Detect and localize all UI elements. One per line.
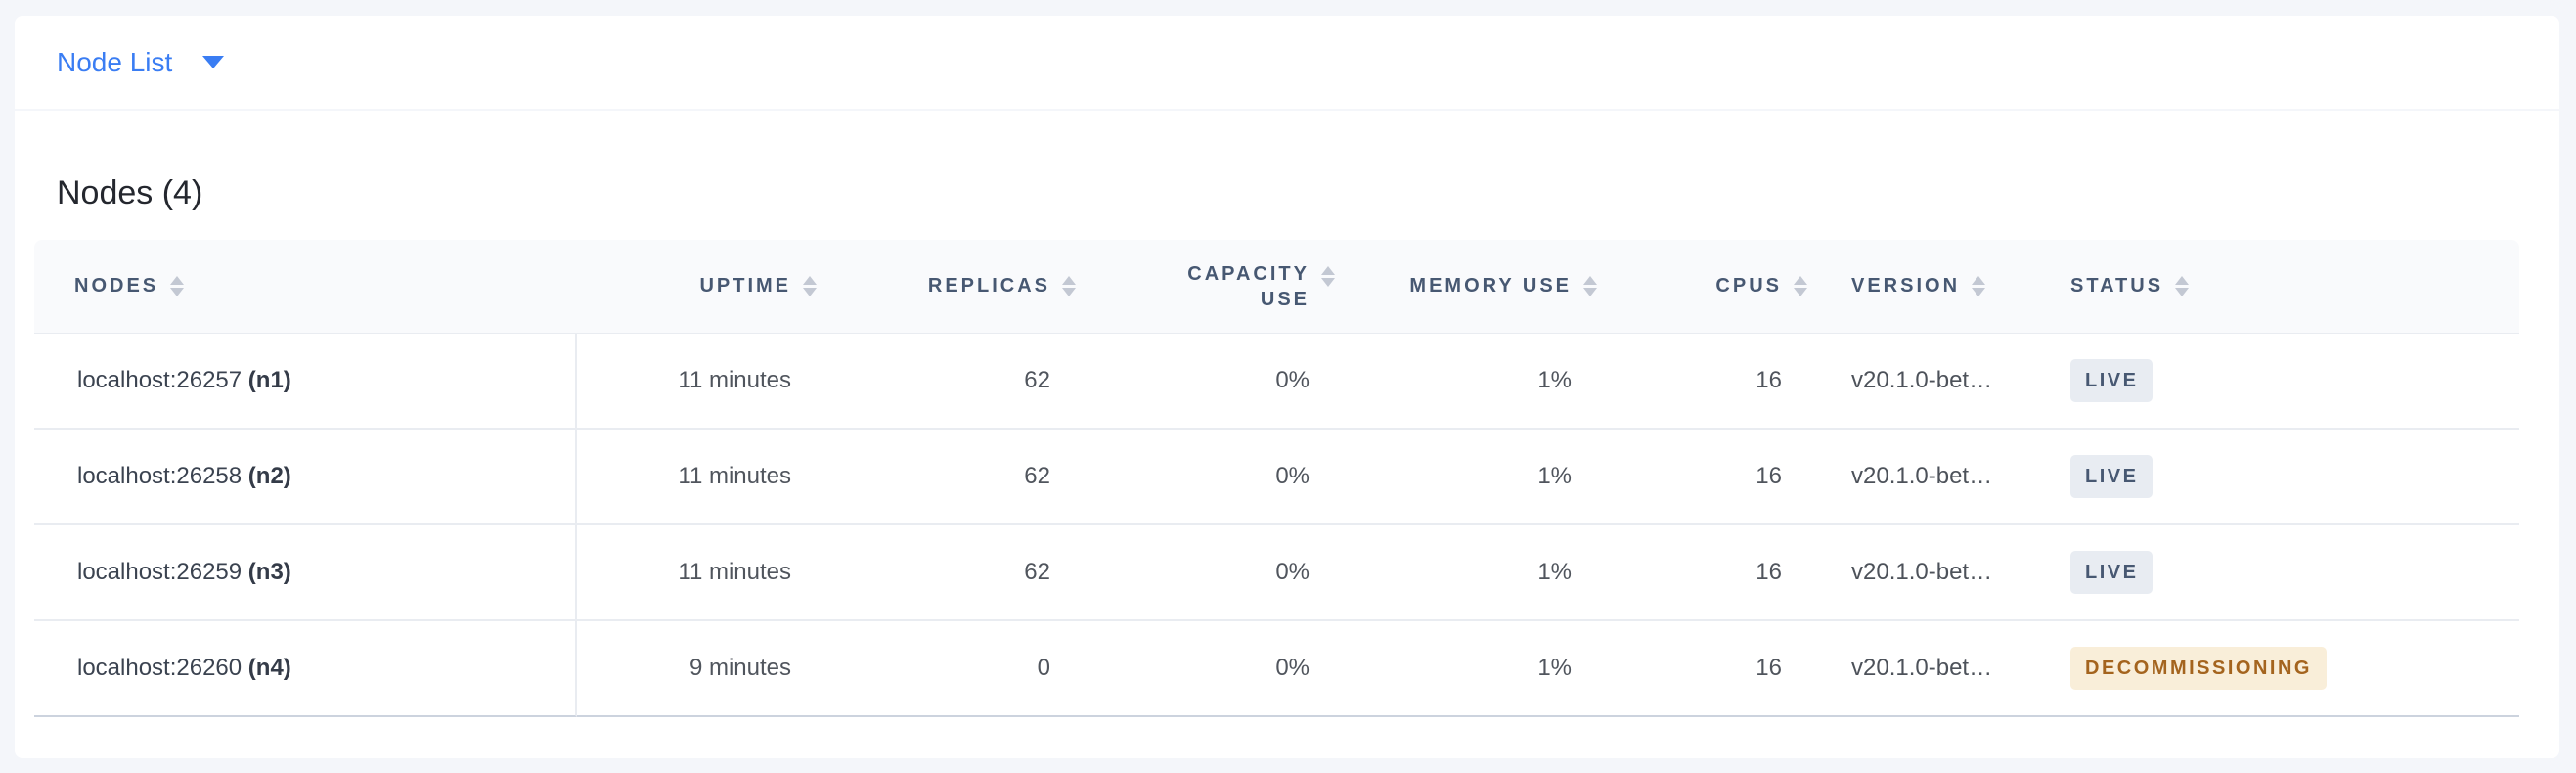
view-selector-bar: Node List — [15, 16, 2559, 109]
replicas-value: 0 — [826, 621, 1086, 717]
capacity-use-value: 0% — [1086, 334, 1345, 430]
node-cell: localhost:26258 (n2) — [34, 430, 577, 525]
version-cell: v20.1.0-bet… — [1817, 621, 2036, 717]
sort-icon — [1972, 276, 1986, 296]
status-badge: DECOMMISSIONING — [2070, 647, 2327, 690]
nodes-table: NODES UPTIME REPLICAS — [34, 240, 2519, 717]
column-header-label: MEMORY USE — [1409, 275, 1572, 296]
column-header-label: VERSION — [1851, 275, 1961, 296]
column-header-uptime[interactable]: UPTIME — [577, 240, 826, 334]
node-cell: localhost:26260 (n4) — [34, 621, 577, 717]
column-header-nodes[interactable]: NODES — [34, 240, 577, 334]
table-row: localhost:26257 (n1) 11 minutes 62 0% 1% 16 v2… — [34, 334, 2519, 430]
uptime-value: 11 minutes — [577, 334, 826, 430]
memory-use-value: 1% — [1345, 525, 1607, 621]
nodes-overview-card: Nodes (4) NODES — [15, 111, 2559, 758]
column-header-cpus[interactable]: CPUS — [1607, 240, 1817, 334]
table-row: localhost:26260 (n4) 9 minutes 0 0% 1% 16 v20.… — [34, 621, 2519, 717]
column-header-status[interactable]: STATUS — [2036, 240, 2519, 334]
cpus-value: 16 — [1607, 525, 1817, 621]
cpus-value: 16 — [1607, 334, 1817, 430]
column-header-version[interactable]: VERSION — [1817, 240, 2036, 334]
status-badge: LIVE — [2070, 551, 2154, 594]
column-header-label: CPUS — [1715, 275, 1782, 296]
cpus-value: 16 — [1607, 430, 1817, 525]
uptime-value: 9 minutes — [577, 621, 826, 717]
column-header-label: REPLICAS — [927, 275, 1050, 296]
node-id-label: (n2) — [247, 463, 291, 489]
memory-use-value: 1% — [1345, 621, 1607, 717]
status-badge: LIVE — [2070, 455, 2154, 498]
node-address: localhost:26259 (n3) — [77, 559, 291, 585]
sort-icon — [2175, 276, 2190, 296]
node-id-label: (n1) — [247, 367, 291, 393]
column-header-label: CAPACITY USE — [1187, 262, 1310, 310]
table-header-row: NODES UPTIME REPLICAS — [34, 240, 2519, 334]
version-cell: v20.1.0-bet… — [1817, 430, 2036, 525]
version-value: v20.1.0-bet… — [1851, 655, 1993, 681]
cpus-value: 16 — [1607, 621, 1817, 717]
column-header-replicas[interactable]: REPLICAS — [826, 240, 1086, 334]
replicas-value: 62 — [826, 430, 1086, 525]
node-address: localhost:26257 (n1) — [77, 367, 291, 393]
version-cell: v20.1.0-bet… — [1817, 525, 2036, 621]
node-id-label: (n4) — [247, 655, 291, 681]
replicas-value: 62 — [826, 525, 1086, 621]
node-cell: localhost:26257 (n1) — [34, 334, 577, 430]
node-id-label: (n3) — [247, 559, 291, 585]
node-list-panel: Node List Nodes (4) NODES — [15, 16, 2559, 758]
version-value: v20.1.0-bet… — [1851, 367, 1993, 393]
status-cell: LIVE — [2036, 430, 2519, 525]
page-title: Nodes (4) — [57, 174, 203, 211]
status-cell: LIVE — [2036, 525, 2519, 621]
version-value: v20.1.0-bet… — [1851, 463, 1993, 489]
table-row: localhost:26258 (n2) 11 minutes 62 0% 1% 16 v2… — [34, 430, 2519, 525]
memory-use-value: 1% — [1345, 430, 1607, 525]
replicas-value: 62 — [826, 334, 1086, 430]
view-selector-dropdown[interactable]: Node List — [57, 46, 225, 78]
column-header-label: UPTIME — [699, 275, 791, 296]
capacity-use-value: 0% — [1086, 525, 1345, 621]
column-header-memory-use[interactable]: MEMORY USE — [1345, 240, 1607, 334]
node-address: localhost:26260 (n4) — [77, 655, 291, 681]
column-header-label: NODES — [74, 275, 159, 296]
node-address: localhost:26258 (n2) — [77, 463, 291, 489]
memory-use-value: 1% — [1345, 334, 1607, 430]
status-cell: DECOMMISSIONING — [2036, 621, 2519, 717]
table-row: localhost:26259 (n3) 11 minutes 62 0% 1% 16 v2… — [34, 525, 2519, 621]
status-cell: LIVE — [2036, 334, 2519, 430]
sort-icon — [1794, 276, 1807, 296]
uptime-value: 11 minutes — [577, 525, 826, 621]
capacity-use-value: 0% — [1086, 430, 1345, 525]
version-value: v20.1.0-bet… — [1851, 559, 1993, 585]
sort-icon — [1062, 276, 1076, 296]
column-header-label: STATUS — [2070, 275, 2164, 296]
sort-icon — [803, 276, 817, 296]
capacity-use-value: 0% — [1086, 621, 1345, 717]
caret-down-icon — [202, 56, 225, 68]
uptime-value: 11 minutes — [577, 430, 826, 525]
sort-icon — [1583, 276, 1597, 296]
version-cell: v20.1.0-bet… — [1817, 334, 2036, 430]
status-badge: LIVE — [2070, 359, 2154, 402]
view-selector-label: Node List — [57, 46, 173, 77]
node-cell: localhost:26259 (n3) — [34, 525, 577, 621]
column-header-capacity-use[interactable]: CAPACITY USE — [1086, 240, 1345, 334]
sort-icon — [1321, 265, 1335, 287]
sort-icon — [170, 276, 185, 296]
